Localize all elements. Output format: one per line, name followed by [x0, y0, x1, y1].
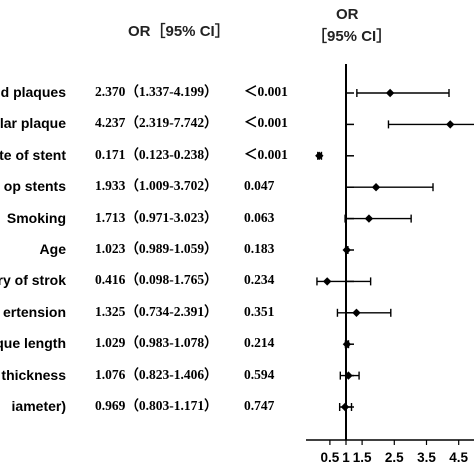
- row-p-value: ＜0.001: [244, 84, 288, 99]
- table-row: lar plaque 4.237（2.319-7.742） ＜0.001: [0, 113, 310, 133]
- row-variable-label: thickness: [1, 366, 66, 383]
- or-point: [342, 340, 352, 349]
- x-tick-label: 1: [342, 450, 350, 465]
- or-point: [385, 88, 395, 98]
- row-p-value: 0.594: [244, 366, 275, 382]
- table-row: Age 1.023（0.989-1.059） 0.183: [0, 239, 310, 259]
- row-p-value: 0.747: [244, 398, 275, 413]
- x-tick-label: 2.5: [385, 450, 404, 465]
- table-row: thickness 1.076（0.823-1.406） 0.594: [0, 365, 310, 385]
- table-row: Smoking 1.713（0.971-3.023） 0.063: [0, 208, 310, 228]
- x-tick-label: 0.5: [321, 450, 340, 465]
- row-variable-label: te of stent: [0, 146, 66, 163]
- row-variable-label: ry of strok: [0, 272, 66, 289]
- row-or-ci: 0.969（0.803-1.171）: [95, 398, 218, 413]
- row-or-ci: 1.029（0.983-1.078）: [95, 335, 218, 351]
- or-point: [352, 308, 361, 317]
- table-row: ry of strok 0.416（0.098-1.765） 0.234: [0, 270, 310, 290]
- x-tick-label: 3.5: [417, 450, 436, 465]
- plot-or-header: OR: [336, 6, 359, 23]
- or-point: [371, 183, 381, 192]
- row-variable-label: ertension: [2, 303, 66, 320]
- or-point: [344, 371, 353, 380]
- row-or-ci: 1.933（1.009-3.702）: [95, 178, 218, 194]
- row-p-value: 0.063: [244, 209, 275, 225]
- row-variable-label: iameter): [11, 398, 66, 414]
- row-p-value: ＜0.001: [244, 115, 288, 131]
- or-point: [342, 245, 351, 255]
- x-tick-label: 4.5: [449, 450, 468, 465]
- row-p-value: 0.234: [244, 272, 275, 288]
- table-row: iameter) 0.969（0.803-1.171） 0.747: [0, 396, 310, 416]
- table-row: ertension 1.325（0.734-2.391） 0.351: [0, 302, 310, 322]
- table-row: op stents 1.933（1.009-3.702） 0.047: [0, 176, 310, 196]
- row-p-value: ＜0.001: [244, 146, 288, 162]
- row-variable-label: que length: [0, 335, 66, 352]
- row-variable-label: Smoking: [6, 209, 66, 226]
- row-p-value: 0.047: [244, 178, 275, 194]
- table-row: que length 1.029（0.983-1.078） 0.214: [0, 333, 310, 353]
- row-p-value: 0.351: [244, 303, 275, 319]
- row-p-value: 0.183: [244, 241, 275, 256]
- row-variable-label: Age: [39, 241, 66, 257]
- row-or-ci: 0.416（0.098-1.765）: [95, 272, 218, 288]
- row-or-ci: 1.325（0.734-2.391）: [95, 303, 218, 319]
- or-point: [446, 120, 455, 129]
- row-variable-label: d plaques: [0, 84, 66, 100]
- or-point: [364, 214, 374, 223]
- table-row: d plaques 2.370（1.337-4.199） ＜0.001: [0, 82, 310, 102]
- row-or-ci: 1.713（0.971-3.023）: [95, 209, 218, 225]
- row-variable-label: lar plaque: [0, 115, 66, 132]
- or-point: [340, 402, 350, 412]
- row-p-value: 0.214: [244, 335, 275, 351]
- row-or-ci: 0.171（0.123-0.238）: [95, 146, 218, 162]
- row-variable-label: op stents: [3, 178, 66, 195]
- or-ci-header: OR［95% CI］: [128, 23, 230, 40]
- row-or-ci: 1.076（0.823-1.406）: [95, 366, 218, 382]
- or-point: [322, 277, 332, 286]
- row-or-ci: 2.370（1.337-4.199）: [95, 84, 218, 99]
- row-or-ci: 1.023（0.989-1.059）: [95, 241, 218, 256]
- plot-ci-header: ［95% CI］: [312, 28, 392, 45]
- x-tick-label: 1.5: [353, 450, 372, 465]
- table-row: te of stent 0.171（0.123-0.238） ＜0.001: [0, 145, 310, 165]
- row-or-ci: 4.237（2.319-7.742）: [95, 115, 218, 131]
- or-point: [315, 151, 324, 160]
